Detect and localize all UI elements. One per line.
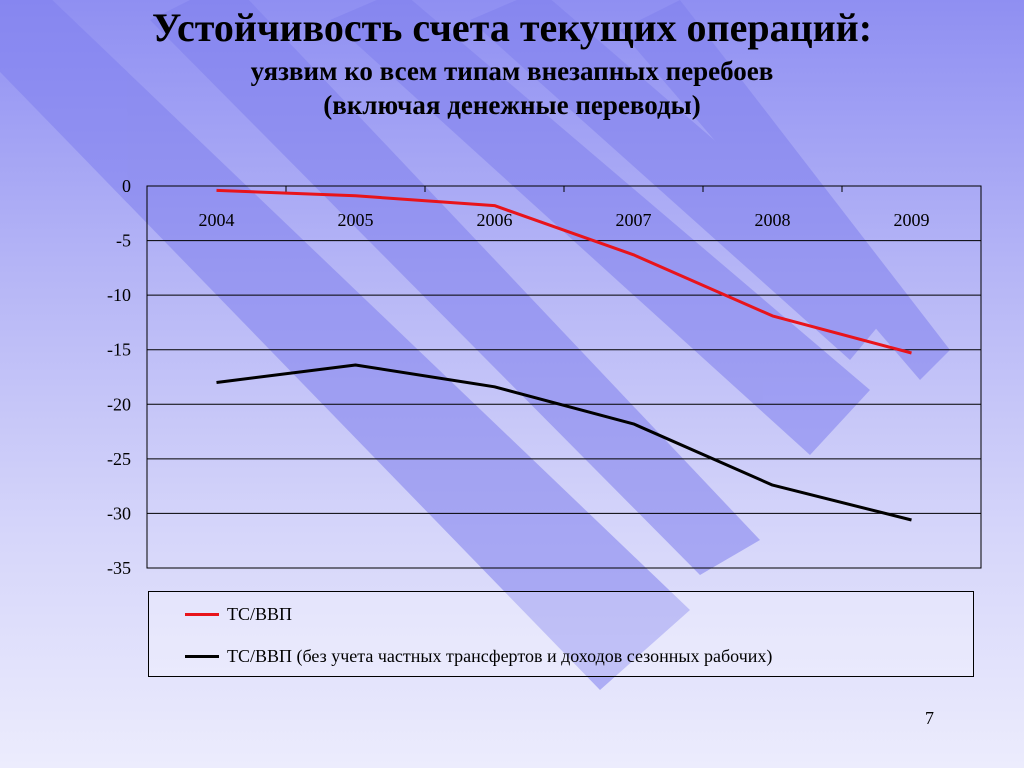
legend-swatch-red [185, 612, 219, 616]
title-block: Устойчивость счета текущих операций: уяз… [0, 0, 1024, 122]
legend-swatch-black [185, 654, 219, 658]
y-tick-label: 0 [122, 176, 131, 196]
x-tick-label: 2004 [199, 210, 235, 230]
legend-item-black: ТС/ВВП (без учета частных трансфертов и … [185, 644, 772, 668]
y-tick-label: -5 [116, 231, 131, 251]
x-tick-label: 2009 [894, 210, 930, 230]
y-tick-label: -10 [107, 285, 131, 305]
legend-item-red: ТС/ВВП [185, 602, 292, 626]
page-number: 7 [925, 708, 934, 728]
legend-label-black: ТС/ВВП (без учета частных трансфертов и … [227, 645, 773, 666]
legend-label-red: ТС/ВВП [227, 603, 293, 624]
y-tick-label: -30 [107, 503, 131, 523]
slide-subtitle-line1: уязвим ко всем типам внезапных перебоев [250, 56, 774, 86]
x-tick-label: 2007 [616, 210, 652, 230]
legend: ТС/ВВП ТС/ВВП (без учета частных трансфе… [148, 591, 974, 677]
series-line-black [216, 363, 912, 522]
y-tick-label: -25 [107, 449, 131, 469]
series-line-red [216, 188, 912, 355]
x-tick-label: 2008 [755, 210, 791, 230]
x-tick-label: 2006 [477, 210, 513, 230]
y-tick-label: -20 [107, 394, 131, 414]
y-tick-label: -35 [107, 558, 131, 578]
y-tick-label: -15 [107, 340, 131, 360]
slide-title: Устойчивость счета текущих операций: [151, 5, 873, 50]
x-tick-label: 2005 [338, 210, 374, 230]
slide-subtitle-line2: (включая денежные переводы) [323, 90, 701, 120]
